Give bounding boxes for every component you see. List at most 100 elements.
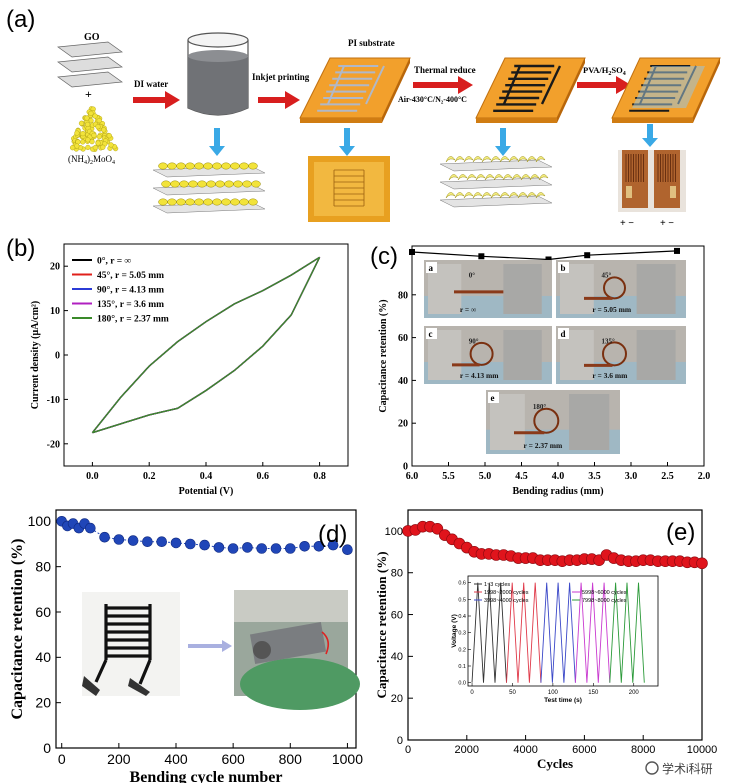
- y-tick-label: 60: [35, 604, 51, 620]
- inset-legend-entry: 7998~8000 cycles: [582, 598, 627, 604]
- inset-x-tick-label: 0: [470, 690, 474, 696]
- inset-frame: [467, 575, 659, 687]
- x-tick-label: 0.2: [143, 471, 156, 482]
- legend-entry: 45°, r = 5.05 mm: [97, 270, 164, 281]
- y-tick-label: 60: [391, 609, 403, 621]
- svg-text:r = 4.13 mm: r = 4.13 mm: [460, 371, 499, 380]
- plus-sign: +: [85, 87, 92, 101]
- data-point: [170, 537, 182, 549]
- y-axis-label: Current density (μA/cm²): [30, 301, 41, 409]
- x-axis-label: Cycles: [537, 756, 573, 771]
- panel-label-b: (b): [6, 235, 35, 262]
- watermark: 学术i科研: [638, 758, 734, 778]
- thermal-condition-label: Air-430°C/N₂-400°C: [398, 95, 467, 104]
- down-arrows-icon: [209, 124, 658, 156]
- x-tick-label: 0: [58, 751, 66, 767]
- plot-frame: [55, 509, 357, 749]
- data-point: [242, 542, 253, 553]
- y-tick-label: -20: [47, 439, 60, 450]
- inset-voltage-curve: [574, 582, 611, 683]
- data-point: [227, 543, 239, 554]
- inset-x-tick-label: 50: [509, 690, 516, 696]
- panel-label-d: (d): [318, 521, 347, 548]
- inset-y-tick-label: 0.0: [458, 681, 466, 687]
- cv-curve: [91, 256, 321, 434]
- data-point: [673, 247, 680, 254]
- printed-substrate-icon: [299, 57, 411, 123]
- cv-chart: (b) 0.0 0.2 0.4 0.6 0.8 20 10 0 -10 -20 Potential (…: [6, 235, 349, 497]
- y-tick-label: 20: [398, 419, 408, 430]
- polarity-left-label: + −: [620, 218, 634, 229]
- data-point: [409, 249, 415, 255]
- cv-curve: [91, 256, 321, 434]
- polarity-right-label: + −: [660, 218, 674, 229]
- y-tick-label: 60: [398, 333, 408, 344]
- svg-text:45°: 45°: [602, 271, 612, 279]
- svg-text:a: a: [429, 263, 434, 273]
- data-point: [199, 539, 210, 551]
- device-substrate-icon: [611, 57, 721, 123]
- y-tick-label: 40: [391, 651, 403, 663]
- x-tick-label: 0.0: [86, 471, 99, 482]
- x-tick-label: 2.5: [661, 471, 674, 482]
- beaker-icon: [187, 32, 249, 116]
- x-tick-label: 400: [164, 751, 188, 767]
- data-point: [696, 557, 708, 570]
- inset-y-tick-label: 0.3: [458, 631, 466, 637]
- cv-curve: [91, 256, 321, 434]
- precursor-pile-icon: [69, 106, 119, 153]
- data-point: [270, 543, 282, 554]
- inset-y-tick-label: 0.1: [458, 664, 466, 670]
- bending-radius-chart: (c) 6.0 5.5 5.0 4.5 4.0 3.5 3.0 2.5 2.0 80 60 40 20 0 B…: [370, 243, 710, 497]
- inset-x-axis-label: Test time (s): [544, 697, 582, 704]
- svg-text:d: d: [561, 329, 566, 339]
- y-tick-label: 80: [35, 559, 51, 575]
- inset-photo-b: b 45° r = 5.05 mm: [556, 260, 686, 318]
- y-tick-label: -10: [47, 395, 60, 406]
- svg-text:学术i科研: 学术i科研: [662, 761, 713, 776]
- x-tick-label: 3.0: [625, 471, 638, 482]
- data-point: [342, 544, 353, 556]
- panel-label-c: (c): [370, 243, 398, 270]
- y-tick-label: 20: [391, 693, 403, 705]
- inkjet-label: Inkjet printing: [252, 72, 310, 82]
- inset-photo-d: d 135° r = 3.6 mm: [556, 326, 686, 384]
- y-tick-label: 80: [398, 290, 408, 301]
- di-water-label: DI water: [134, 79, 168, 89]
- inset-legend-entry: 3998~4000 cycles: [484, 598, 529, 604]
- data-point: [113, 534, 125, 545]
- x-tick-label: 0.6: [257, 471, 270, 482]
- x-tick-label: 0: [405, 744, 411, 756]
- pi-substrate-label: PI substrate: [348, 38, 395, 48]
- bending-setup-photo: [234, 590, 360, 710]
- x-tick-label: 4000: [513, 744, 537, 756]
- y-tick-label: 0: [43, 740, 51, 756]
- y-tick-label: 100: [28, 513, 52, 529]
- svg-text:180°: 180°: [533, 403, 547, 411]
- inset-y-tick-label: 0.4: [458, 614, 466, 620]
- data-point: [284, 543, 296, 554]
- inset-legend-entry: 5998~6000 cycles: [582, 590, 627, 596]
- x-tick-label: 1000: [332, 751, 363, 767]
- electrolyte-label: PVA/H2SO4: [583, 65, 626, 77]
- svg-text:r = ∞: r = ∞: [460, 305, 477, 314]
- data-point: [127, 535, 139, 546]
- x-axis-label: Bending radius (mm): [512, 486, 603, 497]
- reduced-substrate-icon: [475, 57, 586, 123]
- inset-legend-entry: 1998~2000 cycles: [484, 590, 529, 596]
- y-tick-label: 100: [385, 526, 403, 538]
- cv-curve: [91, 256, 321, 434]
- reduced-layers-icon: [439, 156, 553, 208]
- y-tick-label: 20: [35, 695, 51, 711]
- inset-photo-e: e 180° r = 2.37 mm: [486, 390, 620, 454]
- data-point: [313, 540, 325, 552]
- x-tick-label: 10000: [687, 744, 718, 756]
- data-point: [156, 536, 167, 548]
- svg-text:b: b: [561, 263, 566, 273]
- data-point: [327, 539, 339, 551]
- y-tick-label: 80: [391, 568, 403, 580]
- data-point: [85, 522, 96, 534]
- x-tick-label: 2000: [455, 744, 479, 756]
- printed-electrode-photo: [82, 592, 180, 696]
- x-tick-label: 4.5: [515, 471, 528, 482]
